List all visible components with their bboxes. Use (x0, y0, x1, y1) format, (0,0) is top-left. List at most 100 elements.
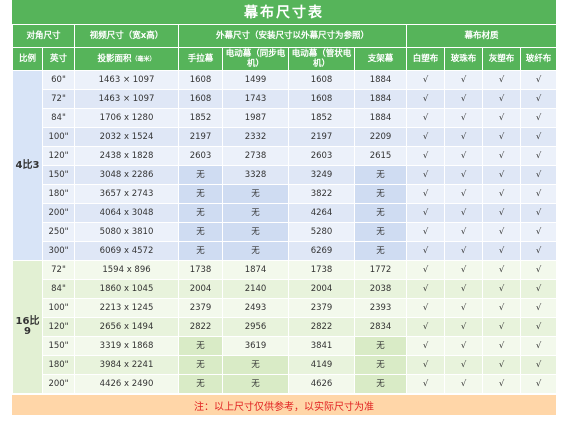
elec-sync-header: 电动幕（同步电机） (222, 47, 290, 71)
table-cell: 2197 (178, 127, 224, 147)
table-cell: 2615 (354, 146, 408, 166)
table-cell: 无 (354, 222, 408, 242)
group-4-3: 4比3 60" 1463 × 1097 1608 1499 1608 1884 √ √ √ √ 72"… (12, 70, 558, 261)
table-cell: 3822 (288, 184, 356, 204)
check-mark: √ (482, 241, 522, 261)
table-cell: 无 (354, 241, 408, 261)
table-cell: 无 (178, 165, 224, 185)
check-mark: √ (406, 222, 446, 242)
diagonal-header: 对角尺寸 (11, 24, 76, 48)
ratio-cell: 4比3 (12, 70, 43, 261)
table-cell: 无 (354, 374, 408, 394)
table-cell: 1874 (222, 260, 290, 280)
check-mark: √ (520, 146, 558, 166)
table-cell: 4149 (288, 355, 356, 375)
table-cell: 3328 (222, 165, 290, 185)
check-mark: √ (406, 260, 446, 280)
table-cell: 1499 (222, 70, 290, 90)
size-table-container: 幕布尺寸表 对角尺寸 视频尺寸（宽x高） 外幕尺寸（安装尺寸以外幕尺寸为参照） … (11, 0, 558, 415)
check-mark: √ (520, 184, 558, 204)
table-cell: 无 (178, 355, 224, 375)
check-mark: √ (482, 298, 522, 318)
table-cell: 2379 (288, 298, 356, 318)
table-cell: 3841 (288, 336, 356, 356)
table-cell: 2834 (354, 317, 408, 337)
table-cell: 2140 (222, 279, 290, 299)
manual-header: 手拉幕 (178, 47, 224, 71)
unit-label: （毫米） (131, 55, 156, 63)
table-cell: 2213 x 1245 (74, 298, 180, 318)
white-header: 白塑布 (406, 47, 446, 71)
check-mark: √ (444, 70, 484, 90)
check-mark: √ (482, 108, 522, 128)
table-cell: 150" (41, 165, 76, 185)
table-cell: 6269 (288, 241, 356, 261)
table-cell: 300" (41, 241, 76, 261)
table-row: 84" 1706 x 1280 1852 1987 1852 1884 √ √ √ √ (13, 108, 558, 128)
check-mark: √ (406, 70, 446, 90)
check-mark: √ (444, 260, 484, 280)
table-cell: 2603 (178, 146, 224, 166)
grey-header: 灰塑布 (482, 47, 522, 71)
table-cell: 1738 (288, 260, 356, 280)
table-cell: 150" (41, 336, 76, 356)
table-cell: 无 (354, 165, 408, 185)
check-mark: √ (482, 184, 522, 204)
table-cell: 无 (178, 184, 224, 204)
table-cell: 180" (41, 184, 76, 204)
table-title: 幕布尺寸表 (12, 0, 556, 24)
table-cell: 1608 (288, 70, 356, 90)
table-cell: 1463 × 1097 (74, 89, 180, 109)
table-cell: 2603 (288, 146, 356, 166)
table-cell: 200" (41, 203, 76, 223)
table-cell: 无 (178, 203, 224, 223)
table-cell: 2004 (288, 279, 356, 299)
check-mark: √ (444, 336, 484, 356)
check-mark: √ (520, 108, 558, 128)
footnote: 注：以上尺寸仅供参考，以实际尺寸为准 (12, 394, 556, 415)
table-cell: 4264 (288, 203, 356, 223)
table-cell: 2032 x 1524 (74, 127, 180, 147)
check-mark: √ (482, 70, 522, 90)
table-cell: 2393 (354, 298, 408, 318)
check-mark: √ (482, 222, 522, 242)
check-mark: √ (520, 260, 558, 280)
check-mark: √ (406, 298, 446, 318)
check-mark: √ (406, 336, 446, 356)
check-mark: √ (406, 89, 446, 109)
table-cell: 3249 (288, 165, 356, 185)
table-row: 120" 2656 x 1494 2822 2956 2822 2834 √ √ √ √ (13, 317, 558, 337)
check-mark: √ (444, 355, 484, 375)
table-row: 16比9 72" 1594 x 896 1738 1874 1738 1772 √ √ √ √ (12, 260, 558, 394)
table-cell: 2493 (222, 298, 290, 318)
table-cell: 2656 x 1494 (74, 317, 180, 337)
check-mark: √ (482, 355, 522, 375)
check-mark: √ (520, 165, 558, 185)
table-cell: 6069 x 4572 (74, 241, 180, 261)
ratio-header: 比例 (12, 47, 43, 71)
check-mark: √ (406, 355, 446, 375)
check-mark: √ (482, 279, 522, 299)
check-mark: √ (406, 279, 446, 299)
check-mark: √ (482, 165, 522, 185)
table-cell: 1463 × 1097 (74, 70, 180, 90)
check-mark: √ (482, 146, 522, 166)
table-cell: 1608 (178, 70, 224, 90)
table-cell: 1884 (354, 70, 408, 90)
table-cell: 1884 (354, 108, 408, 128)
group-16-9: 16比9 72" 1594 x 896 1738 1874 1738 1772 √ √ √ √ 84"… (12, 260, 558, 394)
table-row: 180" 3657 x 2743 无无 3822 无 √ √ √ √ (13, 184, 558, 204)
check-mark: √ (444, 108, 484, 128)
check-mark: √ (482, 317, 522, 337)
check-mark: √ (444, 127, 484, 147)
table-cell: 4064 x 3048 (74, 203, 180, 223)
table-cell: 1608 (178, 89, 224, 109)
check-mark: √ (406, 127, 446, 147)
table-cell: 120" (41, 317, 76, 337)
table-row: 84" 1860 x 1045 2004 2140 2004 2038 √ √ √ √ (13, 279, 558, 299)
check-mark: √ (444, 184, 484, 204)
table-cell: 72" (41, 260, 76, 280)
check-mark: √ (444, 279, 484, 299)
elec-tube-header: 电动幕（管状电机） (288, 47, 356, 71)
table-cell: 84" (41, 279, 76, 299)
